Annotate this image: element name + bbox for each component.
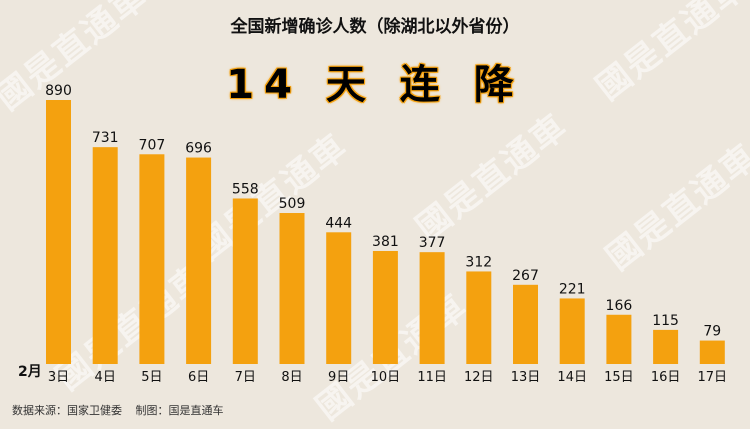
data-label: 221 — [559, 281, 586, 297]
bar — [279, 213, 305, 364]
x-tick-label: 16日 — [651, 370, 681, 385]
data-label: 79 — [703, 324, 721, 340]
bar — [326, 232, 352, 364]
bar — [699, 340, 725, 364]
chart-maker: 制图：国是直通车 — [135, 404, 224, 417]
bar — [186, 157, 212, 364]
data-source: 数据来源：国家卫健委 — [12, 404, 122, 417]
x-tick-label: 10日 — [371, 370, 401, 385]
bar — [559, 298, 585, 364]
data-label: 166 — [606, 298, 633, 314]
bar — [46, 100, 71, 364]
x-tick-label: 14日 — [557, 370, 587, 385]
x-tick-label: 9日 — [328, 370, 349, 385]
x-tick-label: 13日 — [511, 370, 541, 385]
data-label: 444 — [325, 215, 352, 231]
data-label: 890 — [45, 83, 72, 99]
x-tick-label: 17日 — [698, 370, 728, 385]
data-label: 731 — [92, 130, 119, 146]
x-tick-label: 5日 — [141, 370, 162, 385]
bar — [466, 271, 492, 364]
data-label: 377 — [419, 235, 446, 251]
x-tick-label: 6日 — [188, 370, 209, 385]
bar — [232, 198, 258, 364]
data-label: 558 — [232, 181, 259, 197]
data-label: 707 — [139, 137, 166, 153]
headline: 14 天 连 降 — [226, 62, 524, 108]
x-tick-label: 15日 — [604, 370, 634, 385]
bar — [372, 250, 398, 364]
month-label: 2月 — [18, 364, 42, 380]
x-tick-label: 7日 — [235, 370, 256, 385]
data-label: 115 — [652, 313, 679, 329]
bar — [419, 252, 445, 364]
footer: 数据来源：国家卫健委 制图：国是直通车 — [12, 402, 234, 418]
x-tick-label: 12日 — [464, 370, 494, 385]
data-label: 312 — [465, 254, 492, 270]
bar — [92, 147, 118, 364]
bar — [653, 329, 679, 364]
data-label: 381 — [372, 234, 399, 250]
chart-title: 全国新增确诊人数（除湖北以外省份） — [230, 17, 520, 37]
data-label: 267 — [512, 268, 539, 284]
bar — [139, 154, 165, 364]
bar — [513, 284, 538, 364]
x-tick-label: 4日 — [95, 370, 116, 385]
x-tick-label: 3日 — [48, 370, 69, 385]
x-tick-label: 11日 — [417, 370, 447, 385]
data-label: 509 — [279, 196, 306, 212]
bar — [606, 314, 632, 364]
data-label: 696 — [185, 141, 212, 157]
x-tick-label: 8日 — [281, 370, 302, 385]
